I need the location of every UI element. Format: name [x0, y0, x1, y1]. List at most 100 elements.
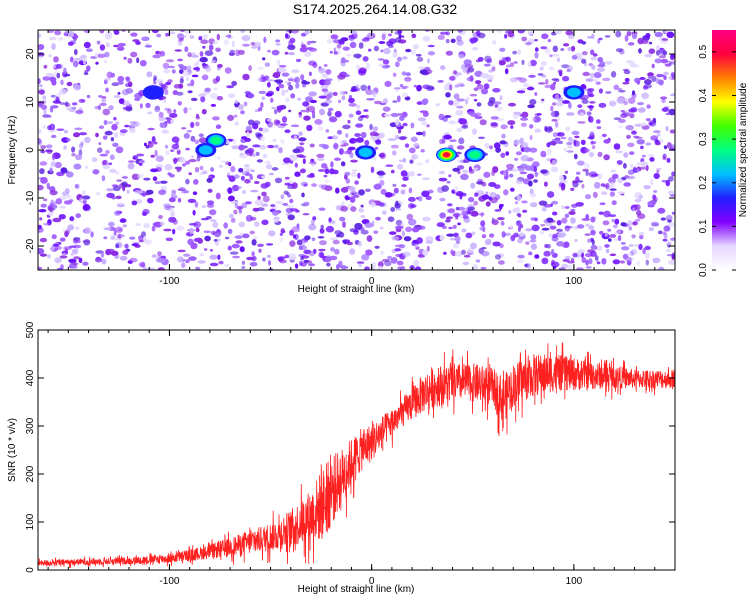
- heatmap-cell: [75, 213, 82, 219]
- heatmap-cell: [418, 66, 426, 70]
- heatmap-cell: [137, 173, 144, 179]
- heatmap-cell: [216, 238, 221, 242]
- heatmap-cell: [105, 42, 110, 48]
- heatmap-cell: [373, 100, 383, 105]
- heatmap-cell: [60, 167, 68, 174]
- heatmap-cell: [342, 124, 351, 130]
- heatmap-cell: [599, 202, 606, 206]
- heatmap-cell: [38, 32, 42, 39]
- heatmap-cell: [265, 79, 275, 82]
- heatmap-cell: [457, 206, 466, 211]
- heatmap-cell: [250, 189, 259, 193]
- heatmap-cell: [73, 163, 82, 170]
- heatmap-cell: [665, 240, 673, 246]
- heatmap-cell: [349, 137, 358, 144]
- heatmap-cell: [599, 60, 605, 68]
- heatmap-cell: [318, 248, 326, 252]
- heatmap-cell: [215, 192, 221, 200]
- heatmap-cell: [581, 257, 587, 263]
- heatmap-cell: [108, 105, 114, 111]
- heatmap-cell: [358, 42, 364, 49]
- heatmap-cell: [395, 37, 402, 43]
- heatmap-cell: [58, 205, 67, 209]
- heatmap-cell: [629, 61, 636, 68]
- heatmap-cell: [97, 53, 106, 58]
- heatmap-cell: [643, 185, 651, 190]
- heatmap-cell: [508, 209, 512, 214]
- heatmap-cell: [298, 111, 302, 116]
- heatmap-cell: [658, 266, 665, 270]
- heatmap-cell: [162, 99, 167, 103]
- heatmap-cell: [95, 61, 99, 65]
- heatmap-cell: [177, 256, 184, 263]
- heatmap-cell: [270, 97, 274, 103]
- heatmap-cell: [327, 92, 332, 99]
- heatmap-cell: [441, 185, 450, 192]
- heatmap-cell: [503, 171, 507, 177]
- heatmap-cell: [299, 245, 307, 251]
- heatmap-cell: [663, 225, 671, 232]
- heatmap-cell: [377, 170, 385, 176]
- heatmap-cell: [47, 30, 55, 34]
- heatmap-cell: [255, 151, 260, 157]
- heatmap-cell: [521, 59, 525, 65]
- heatmap-cell: [328, 217, 332, 223]
- heatmap-cell: [300, 109, 307, 113]
- heatmap-cell: [516, 194, 522, 202]
- heatmap-cell: [169, 113, 178, 118]
- heatmap-cell: [491, 170, 496, 176]
- heatmap-cell: [268, 230, 276, 237]
- heatmap-cell: [590, 56, 597, 61]
- heatmap-cell: [472, 264, 479, 270]
- heatmap-cell: [172, 228, 176, 235]
- heatmap-cell: [243, 164, 250, 168]
- heatmap-cell: [636, 162, 641, 166]
- heatmap-cell: [483, 83, 490, 90]
- heatmap-cell: [228, 175, 236, 182]
- heatmap-cell: [229, 49, 235, 53]
- heatmap-cell: [400, 222, 405, 228]
- heatmap-cell: [294, 171, 301, 177]
- heatmap-cell: [304, 235, 311, 241]
- heatmap-cell: [329, 237, 339, 241]
- heatmap-cell: [614, 231, 619, 235]
- heatmap-peak: [210, 136, 222, 145]
- x-tick-label: 100: [566, 276, 583, 287]
- heatmap-cell: [206, 177, 213, 183]
- heatmap-cell: [202, 45, 206, 49]
- heatmap-cell: [397, 113, 403, 116]
- heatmap-cell: [165, 81, 172, 86]
- heatmap-cell: [165, 32, 170, 37]
- colorbar-ticks: 0.00.10.20.30.40.5: [698, 44, 736, 277]
- heatmap-cell: [393, 187, 399, 194]
- heatmap-cell: [534, 254, 540, 259]
- heatmap-cell: [617, 177, 623, 184]
- heatmap-cell: [75, 154, 83, 161]
- heatmap-cell: [533, 179, 538, 183]
- heatmap-cell: [641, 38, 649, 44]
- heatmap-cell: [648, 227, 654, 232]
- heatmap-cell: [639, 122, 647, 127]
- heatmap-cell: [409, 159, 414, 164]
- heatmap-cell: [572, 252, 578, 258]
- heatmap-cell: [385, 164, 394, 167]
- heatmap-cell: [186, 65, 192, 71]
- heatmap-cell: [287, 183, 295, 187]
- heatmap-cell: [170, 193, 176, 197]
- heatmap-cell: [122, 106, 130, 111]
- heatmap-cell: [302, 213, 310, 216]
- heatmap-cell: [256, 159, 263, 163]
- heatmap-cell: [519, 232, 525, 237]
- heatmap-cell: [260, 101, 264, 109]
- heatmap-cell: [394, 248, 401, 252]
- heatmap-cell: [279, 236, 284, 243]
- y-tick-label: 10: [25, 96, 36, 108]
- heatmap-cell: [387, 138, 396, 141]
- heatmap-cell: [591, 141, 597, 145]
- heatmap-cell: [357, 172, 361, 179]
- heatmap-cell: [408, 196, 416, 202]
- heatmap-cell: [544, 84, 552, 89]
- heatmap-cell: [163, 228, 172, 232]
